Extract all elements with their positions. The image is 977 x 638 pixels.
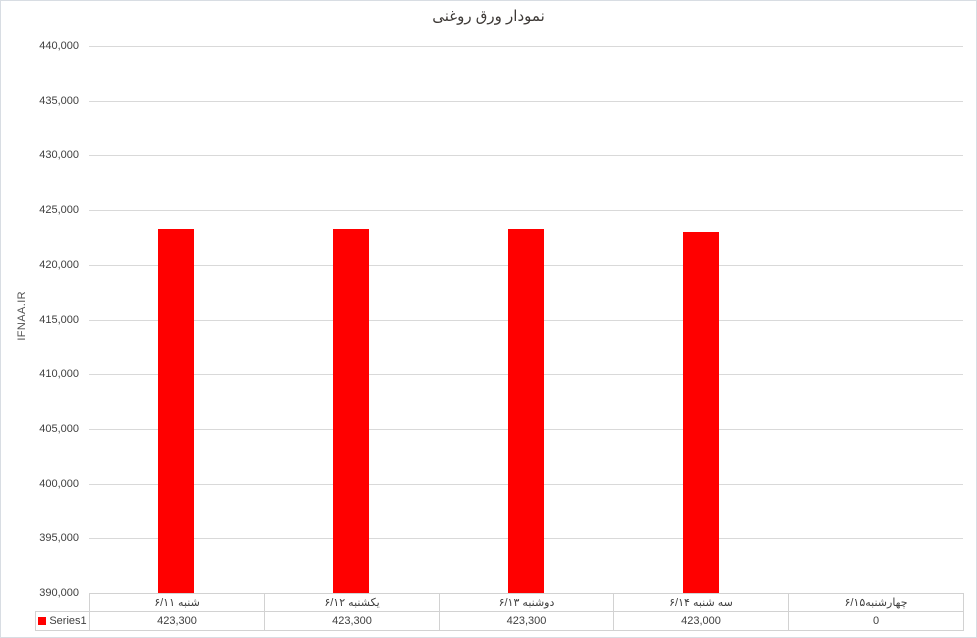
chart-title: نمودار ورق روغنی (432, 8, 545, 25)
category-cell: شنبه ۶/۱۱ (89, 593, 265, 612)
category-cell: یکشنبه ۶/۱۲ (264, 593, 440, 612)
bar-series1-col1 (158, 228, 195, 593)
legend-series-label: Series1 (49, 615, 87, 627)
category-cell: سه شنبه ۶/۱۴ (613, 593, 789, 612)
y-tick-label: 400,000 (39, 477, 79, 490)
y-tick-label: 405,000 (39, 422, 79, 435)
gridline (89, 155, 963, 157)
value-cell: 423,000 (613, 611, 789, 631)
legend: Series1 (35, 611, 90, 631)
value-cell: 0 (788, 611, 964, 631)
y-tick-label: 410,000 (39, 368, 79, 381)
value-cell: 423,300 (439, 611, 614, 631)
category-cell: چهارشنبه۶/۱۵ (788, 593, 964, 612)
y-tick-label: 395,000 (39, 532, 79, 545)
gridline (89, 100, 963, 102)
y-tick-label: 440,000 (39, 40, 79, 52)
value-cell: 423,300 (264, 611, 440, 631)
y-tick-label: 390,000 (39, 587, 79, 599)
y-tick-label: 425,000 (39, 204, 79, 217)
gridline (89, 210, 963, 212)
category-cell: دوشنبه ۶/۱۳ (439, 593, 614, 612)
y-tick-label: 435,000 (39, 94, 79, 107)
bar-series1-col3 (508, 228, 544, 593)
bar-series1-col4 (682, 232, 719, 593)
value-cell: 423,300 (89, 611, 265, 631)
y-tick-label: 415,000 (39, 313, 79, 326)
series1-marker-icon (38, 617, 47, 625)
y-tick-label: 430,000 (39, 149, 79, 162)
gridline (89, 46, 963, 47)
bar-series1-col2 (333, 228, 370, 593)
y-tick-label: 420,000 (39, 258, 79, 271)
